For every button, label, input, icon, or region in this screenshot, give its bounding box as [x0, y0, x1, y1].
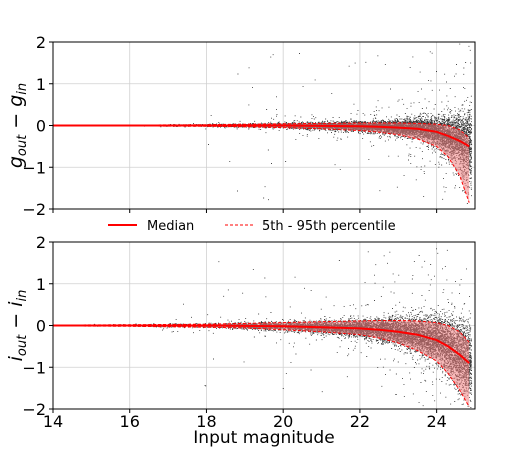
xlabel-bottom: Input magnitude — [193, 428, 334, 448]
percentile-band-top — [53, 123, 470, 203]
ylabel-top: gout − gin — [5, 83, 30, 168]
y-tick-label: 2 — [36, 233, 46, 252]
ylabel-bottom-b-sub: in — [15, 290, 30, 302]
y-tick-label: −1 — [22, 158, 46, 177]
ylabel-bottom-op: − — [5, 307, 27, 335]
ylabel-bottom-b: i — [5, 301, 27, 307]
y-tick-label: −2 — [22, 400, 46, 419]
ylabel-top-a: g — [5, 156, 27, 168]
percentile-5-line — [52, 325, 470, 408]
ylabel-top-b-sub: in — [15, 83, 30, 95]
legend-percentile-label: 5th - 95th percentile — [262, 219, 396, 234]
lines-top — [53, 122, 470, 203]
x-tick-label: 18 — [196, 412, 216, 431]
y-tick-label: 2 — [36, 33, 46, 52]
percentile-band — [53, 123, 470, 203]
y-tick-label: −2 — [22, 200, 46, 219]
ylabel-bottom-a: i — [5, 355, 27, 361]
x-tick-label: 14 — [43, 412, 63, 431]
y-tick-label: 0 — [36, 317, 46, 336]
median-line — [53, 324, 470, 364]
legend-median-label: Median — [147, 219, 194, 234]
ylabel-bottom: iout − iin — [5, 290, 30, 362]
percentile-95-line — [53, 122, 470, 139]
y-tick-label: 1 — [36, 75, 46, 94]
ticks-top: −2 −1 0 1 2 — [22, 33, 438, 219]
legend: Median 5th - 95th percentile — [108, 219, 396, 234]
x-tick-label: 16 — [120, 412, 140, 431]
x-tick-label: 22 — [350, 412, 370, 431]
y-tick-label: 1 — [36, 275, 46, 294]
ylabel-top-a-sub: out — [15, 134, 30, 156]
percentile-95-line — [52, 320, 470, 343]
lines-bottom — [52, 320, 470, 408]
x-tick-label: 20 — [273, 412, 293, 431]
median-line — [53, 124, 470, 148]
percentile-band-bottom — [53, 320, 470, 407]
x-tick-label: 24 — [426, 412, 446, 431]
ylabel-top-b: g — [5, 95, 27, 107]
y-tick-label: −1 — [22, 358, 46, 377]
percentile-band — [53, 320, 470, 407]
ylabel-bottom-a-sub: out — [15, 334, 30, 356]
ylabel-top-op: − — [5, 107, 27, 135]
y-tick-label: 0 — [36, 117, 46, 136]
percentile-5-line — [53, 125, 470, 203]
